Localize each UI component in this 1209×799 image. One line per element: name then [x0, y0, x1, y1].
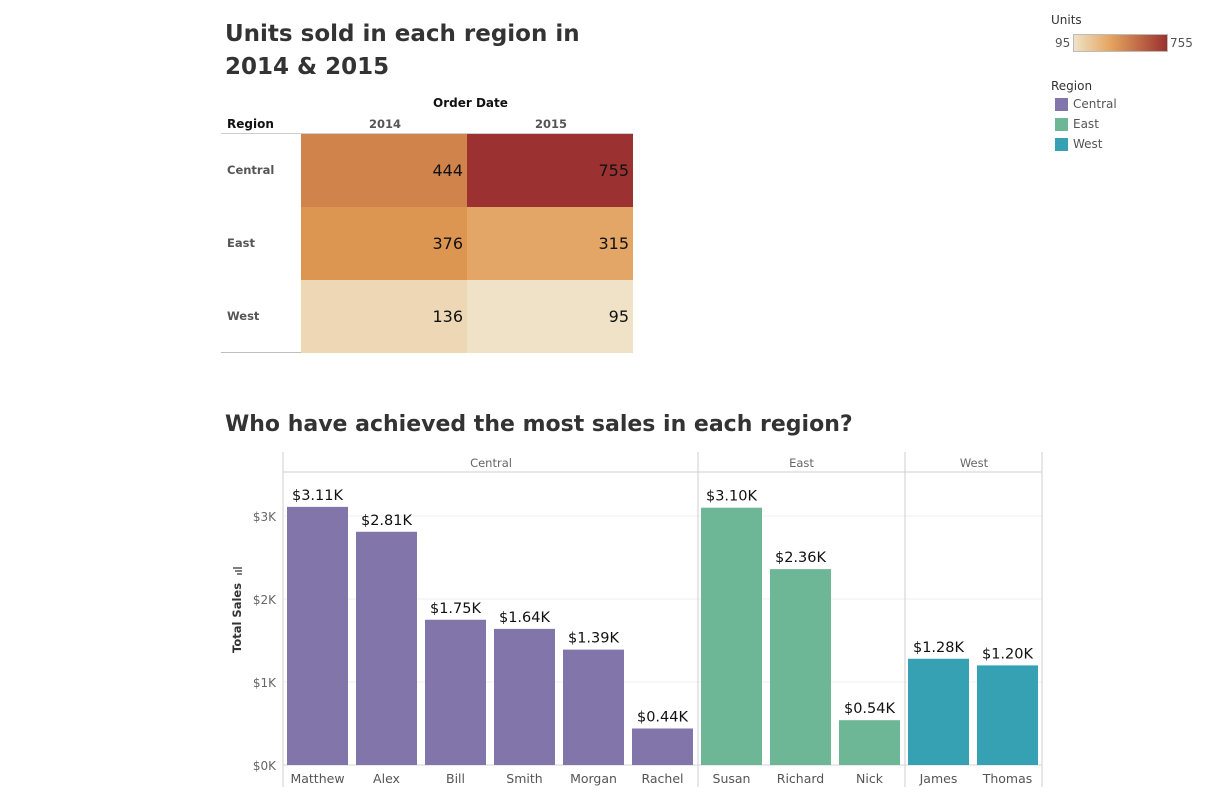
bar-nick	[839, 720, 900, 765]
x-tick-label-james: James	[919, 771, 958, 786]
data-label-rachel: $0.44K	[637, 709, 689, 725]
data-label-smith: $1.64K	[499, 610, 551, 626]
x-tick-label-thomas: Thomas	[982, 771, 1033, 786]
units-legend-title: Units	[1051, 13, 1082, 27]
pane-header-west: West	[960, 456, 989, 470]
y-tick-label: $3K	[253, 510, 277, 524]
bar-smith	[494, 628, 555, 765]
heatmap-cell-central-2014[interactable]: 444	[301, 134, 467, 207]
heatmap-title: Units sold in each region in 2014 & 2015	[225, 21, 580, 80]
units-legend-max: 755	[1170, 36, 1193, 50]
data-label-richard: $2.36K	[775, 550, 827, 566]
region-legend-title: Region	[1051, 79, 1093, 93]
legend-swatch-west	[1055, 138, 1068, 151]
order-date-header: Order Date	[433, 96, 508, 110]
heatmap-cell-east-2014[interactable]: 376	[301, 207, 467, 280]
x-tick-label-nick: Nick	[856, 771, 884, 786]
bar-alex	[356, 531, 417, 765]
bar-james	[908, 658, 969, 765]
heatmap-cell-central-2015[interactable]: 755	[467, 134, 633, 207]
data-label-susan: $3.10K	[706, 489, 758, 505]
x-tick-label-bill: Bill	[446, 771, 465, 786]
units-legend-min: 95	[1055, 36, 1071, 50]
x-tick-label-rachel: Rachel	[641, 771, 683, 786]
y-tick-label: $2K	[253, 593, 277, 607]
data-label-james: $1.28K	[913, 640, 965, 656]
x-tick-label-richard: Richard	[777, 771, 824, 786]
legend-label-west[interactable]: West	[1073, 137, 1103, 151]
bar-richard	[770, 569, 831, 765]
bar-bill	[425, 619, 486, 765]
row-label-west: West	[227, 309, 260, 323]
bar-matthew	[287, 506, 348, 765]
column-header-2014: 2014	[369, 117, 402, 131]
bar-susan	[701, 507, 762, 765]
y-axis-title: Total Sales	[230, 583, 244, 653]
x-tick-label-morgan: Morgan	[570, 771, 617, 786]
column-header-2015: 2015	[535, 117, 568, 131]
y-tick-label: $0K	[253, 759, 277, 773]
x-tick-label-smith: Smith	[506, 771, 542, 786]
data-label-matthew: $3.11K	[292, 488, 344, 504]
row-label-east: East	[227, 236, 255, 250]
data-label-thomas: $1.20K	[982, 646, 1034, 662]
region-row-header: Region	[227, 117, 274, 131]
header-divider	[221, 133, 633, 134]
legend-label-east[interactable]: East	[1073, 117, 1099, 131]
data-label-bill: $1.75K	[430, 601, 482, 617]
row-label-central: Central	[227, 163, 275, 177]
pane-header-east: East	[789, 456, 814, 470]
legend-swatch-central	[1055, 98, 1068, 111]
legend-swatch-east	[1055, 118, 1068, 131]
bar-thomas	[977, 665, 1038, 765]
sort-icon	[233, 567, 242, 575]
y-tick-label: $1K	[253, 676, 277, 690]
heatmap-cell-east-2015[interactable]: 315	[467, 207, 633, 280]
bar-rachel	[632, 728, 693, 765]
bar-morgan	[563, 649, 624, 765]
legend-label-central[interactable]: Central	[1073, 97, 1117, 111]
data-label-alex: $2.81K	[361, 513, 413, 529]
units-color-gradient	[1073, 34, 1168, 52]
data-label-nick: $0.54K	[844, 701, 896, 717]
x-tick-label-alex: Alex	[373, 771, 400, 786]
heatmap-cell-west-2014[interactable]: 136	[301, 280, 467, 353]
pane-header-central: Central	[470, 456, 512, 470]
bar-chart-title: Who have achieved the most sales in each…	[225, 412, 853, 437]
x-tick-label-matthew: Matthew	[290, 771, 344, 786]
x-tick-label-susan: Susan	[713, 771, 751, 786]
heatmap-cell-west-2015[interactable]: 95	[467, 280, 633, 353]
data-label-morgan: $1.39K	[568, 631, 620, 647]
